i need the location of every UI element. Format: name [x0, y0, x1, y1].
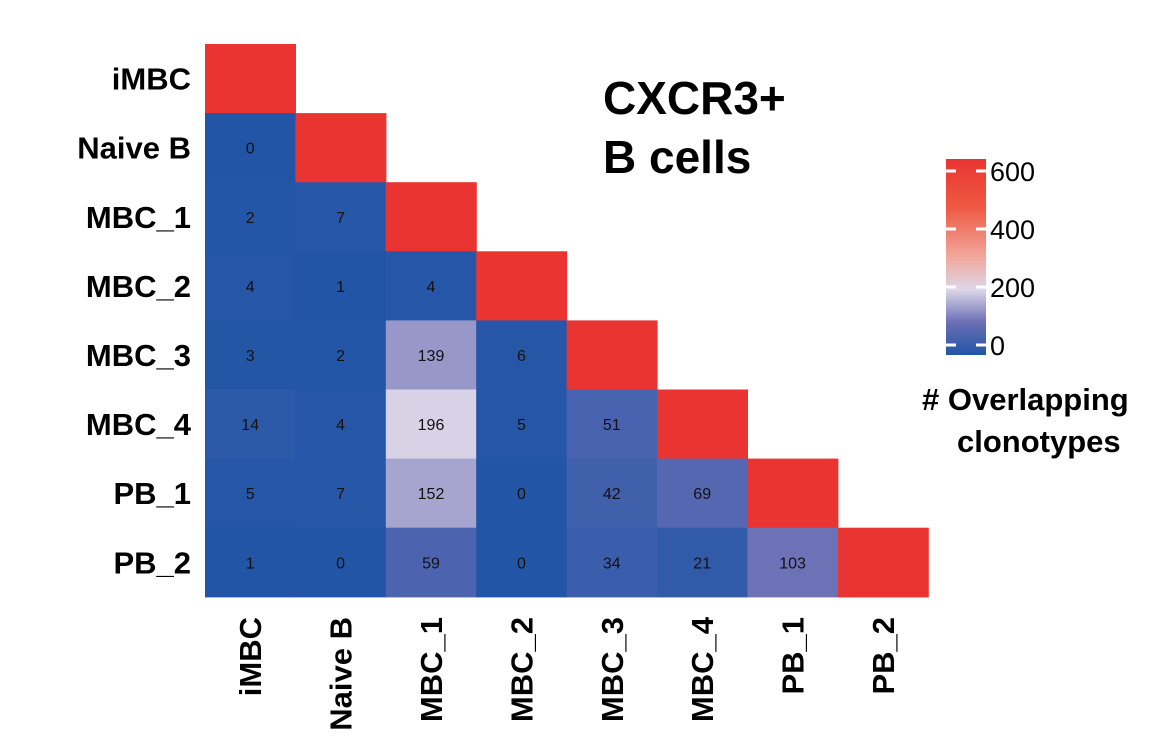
heatmap-cell: [205, 182, 296, 252]
title-line-1: CXCR3+: [603, 72, 786, 124]
heatmap-cell-value: 152: [418, 486, 445, 503]
legend-tick-label: 600: [990, 157, 1035, 187]
heatmap-cell-value: 4: [336, 417, 345, 434]
heatmap-cell: [385, 389, 477, 460]
heatmap-cell-diagonal: [385, 182, 477, 252]
heatmap-cell: [205, 113, 296, 183]
chart-title: CXCR3+ B cells: [603, 72, 786, 183]
heatmap-cell-value: 69: [693, 486, 711, 503]
column-label: PB_2: [866, 617, 901, 695]
row-label: PB_2: [113, 545, 191, 580]
heatmap-cell-diagonal: [837, 527, 929, 598]
title-line-2: B cells: [603, 131, 751, 183]
heatmap-cell: [657, 458, 748, 529]
column-label: MBC_1: [414, 617, 449, 722]
heatmap-cell-diagonal: [747, 458, 839, 529]
heatmap-cell-diagonal: [295, 113, 387, 183]
heatmap-cell-value: 5: [517, 417, 526, 434]
heatmap-cell: [295, 182, 387, 252]
heatmap-cell-value: 0: [517, 555, 526, 572]
heatmap-cell-value: 0: [517, 486, 526, 503]
heatmap-cell-value: 2: [336, 348, 345, 365]
row-label: MBC_2: [86, 269, 191, 304]
heatmap-cell-value: 34: [603, 555, 621, 572]
heatmap-cell-diagonal: [566, 320, 658, 391]
heatmap-cell-value: 1: [246, 555, 255, 572]
heatmap-cell: [205, 458, 296, 529]
heatmap-cell-value: 2: [246, 210, 255, 227]
heatmap-cell-value: 3: [246, 348, 255, 365]
legend-tick-label: 0: [990, 331, 1005, 361]
column-labels: iMBC Naive B MBC_1 MBC_2 MBC_3 MBC_4 PB_1 PB_2: [233, 616, 901, 730]
heatmap-cell-value: 6: [517, 348, 526, 365]
column-label: MBC_3: [595, 617, 630, 722]
heatmap-cell: [205, 251, 296, 321]
row-label: PB_1: [113, 476, 191, 511]
heatmap-cell-value: 14: [241, 417, 259, 434]
heatmap-cell: [385, 320, 477, 391]
legend-colorbar: [946, 159, 986, 355]
heatmap-cell: [566, 389, 658, 460]
row-label: iMBC: [112, 62, 191, 97]
heatmap-cell-value: 103: [779, 555, 806, 572]
heatmap-cell: [295, 389, 387, 460]
heatmap-cell-value: 51: [603, 417, 621, 434]
heatmap-cells: [205, 44, 929, 598]
heatmap-cell: [205, 320, 296, 391]
legend-title-line-2: clonotypes: [957, 424, 1121, 459]
heatmap-cell-value: 5: [246, 486, 255, 503]
heatmap-cell: [205, 527, 296, 598]
row-label: MBC_4: [86, 407, 192, 442]
heatmap-cell-value: 42: [603, 486, 621, 503]
row-label: MBC_1: [86, 200, 191, 235]
heatmap-cell: [566, 458, 658, 529]
row-label: MBC_3: [86, 338, 191, 373]
heatmap-cell-value: 4: [427, 279, 436, 296]
column-label: Naive B: [324, 617, 359, 731]
column-label: PB_1: [776, 617, 811, 695]
heatmap-cell: [566, 527, 658, 598]
heatmap-cell-diagonal: [476, 251, 568, 321]
legend-tick-label: 200: [990, 273, 1035, 303]
heatmap-cell: [476, 320, 568, 391]
row-label: Naive B: [77, 131, 191, 166]
heatmap-cell-value: 21: [693, 555, 711, 572]
heatmap-cell-diagonal: [205, 44, 296, 114]
color-legend: 600 400 200 0 # Overlapping clonotypes: [922, 157, 1129, 459]
heatmap-cell: [385, 458, 477, 529]
heatmap-cell: [295, 527, 387, 598]
heatmap-cell: [385, 527, 477, 598]
heatmap-cell-labels: 02 74 1 43 2 139 614 4 196 5 515 7 152 0 42 691 0 59 0 34 21…: [241, 141, 806, 573]
heatmap-cell-value: 4: [246, 279, 255, 296]
heatmap-cell-value: 0: [336, 555, 345, 572]
column-label: MBC_4: [685, 616, 720, 722]
heatmap-cell: [476, 458, 568, 529]
legend-title-line-1: # Overlapping: [922, 382, 1129, 417]
heatmap-cell: [657, 527, 748, 598]
column-label: iMBC: [233, 617, 268, 696]
heatmap-cell-diagonal: [657, 389, 748, 460]
heatmap-cell-value: 0: [246, 141, 255, 158]
column-label: MBC_2: [504, 617, 539, 722]
heatmap-cell-value: 139: [418, 348, 445, 365]
heatmap-cell: [747, 527, 839, 598]
row-labels: iMBC Naive B MBC_1 MBC_2 MBC_3 MBC_4 PB_1 PB_2: [77, 62, 191, 581]
heatmap-cell: [476, 389, 568, 460]
heatmap-cell: [295, 320, 387, 391]
heatmap-cell: [295, 251, 387, 321]
heatmap-cell-value: 1: [336, 279, 345, 296]
heatmap-cell-value: 7: [336, 486, 345, 503]
legend-tick-label: 400: [990, 215, 1035, 245]
heatmap-cell: [295, 458, 387, 529]
heatmap-cell-value: 196: [418, 417, 445, 434]
heatmap-cell: [476, 527, 568, 598]
heatmap-cell-value: 7: [336, 210, 345, 227]
heatmap-cell: [385, 251, 477, 321]
heatmap-cell-value: 59: [422, 555, 440, 572]
legend-ticks: 600 400 200 0: [946, 157, 1035, 361]
heatmap-cell: [205, 389, 296, 460]
